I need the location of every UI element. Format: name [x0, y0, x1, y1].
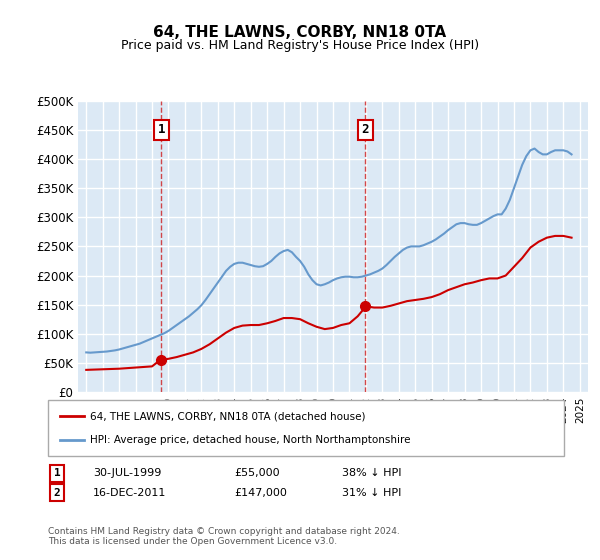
- Text: Contains HM Land Registry data © Crown copyright and database right 2024.
This d: Contains HM Land Registry data © Crown c…: [48, 526, 400, 546]
- Text: 30-JUL-1999: 30-JUL-1999: [93, 468, 161, 478]
- Text: Price paid vs. HM Land Registry's House Price Index (HPI): Price paid vs. HM Land Registry's House …: [121, 39, 479, 52]
- Text: 38% ↓ HPI: 38% ↓ HPI: [342, 468, 401, 478]
- Text: £55,000: £55,000: [234, 468, 280, 478]
- Text: HPI: Average price, detached house, North Northamptonshire: HPI: Average price, detached house, Nort…: [90, 435, 410, 445]
- Text: 64, THE LAWNS, CORBY, NN18 0TA (detached house): 64, THE LAWNS, CORBY, NN18 0TA (detached…: [90, 411, 365, 421]
- Text: 2: 2: [361, 123, 369, 137]
- Text: £147,000: £147,000: [234, 488, 287, 498]
- Text: 64, THE LAWNS, CORBY, NN18 0TA: 64, THE LAWNS, CORBY, NN18 0TA: [154, 25, 446, 40]
- Text: 31% ↓ HPI: 31% ↓ HPI: [342, 488, 401, 498]
- Text: 1: 1: [53, 468, 61, 478]
- Text: 1: 1: [158, 123, 165, 137]
- Text: 2: 2: [53, 488, 61, 498]
- Text: 16-DEC-2011: 16-DEC-2011: [93, 488, 166, 498]
